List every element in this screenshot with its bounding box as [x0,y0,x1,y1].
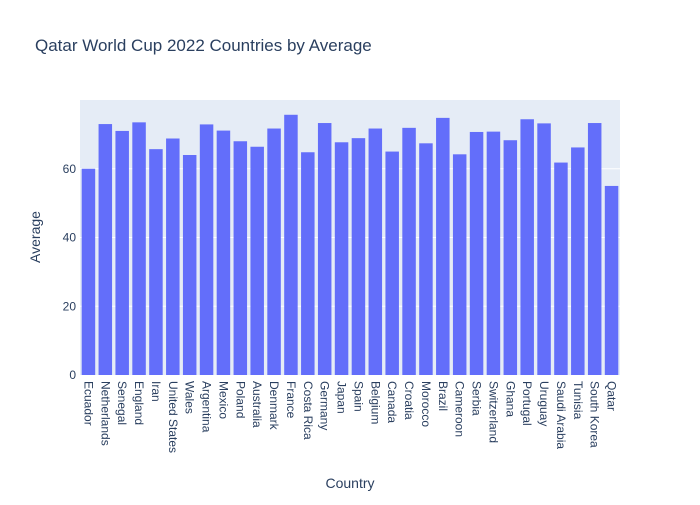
bar-japan[interactable] [334,142,349,375]
x-tick-label: Japan [335,381,349,414]
bar-england[interactable] [132,122,146,375]
bar-portugal[interactable] [520,119,534,375]
bar-united-states[interactable] [166,138,180,376]
bars [81,114,619,376]
bar-senegal[interactable] [115,130,129,375]
bar-wales[interactable] [182,155,197,375]
x-tick-label: Uruguay [537,381,551,426]
x-tick-label: Portugal [520,381,534,426]
x-tick-label: Spain [351,381,365,412]
bar-ecuador[interactable] [81,168,96,375]
bar-costa-rica[interactable] [301,152,315,375]
bar-iran[interactable] [149,149,163,375]
x-tick-label: England [132,381,146,425]
bar-denmark[interactable] [267,128,281,375]
x-tick-label: Iran [149,381,163,402]
y-tick-label: 0 [69,368,76,382]
x-tick-label: Belgium [368,381,382,424]
x-tick-label: Argentina [200,381,214,433]
x-tick-label: Australia [250,381,264,428]
x-tick-labels: Ecuador Netherlands Senegal England Iran Unit… [81,381,618,453]
bar-switzerland[interactable] [486,131,501,375]
bar-south-korea[interactable] [587,123,602,375]
chart-title: Qatar World Cup 2022 Countries by Averag… [35,36,372,55]
bar-spain[interactable] [351,138,366,375]
x-tick-label: Croatia [402,381,416,420]
x-tick-label: Switzerland [486,381,500,443]
x-tick-label: Wales [183,381,197,414]
y-tick-labels: 0 20 40 60 [63,162,77,382]
x-tick-label: Costa Rica [301,381,315,440]
bar-belgium[interactable] [368,128,383,375]
bar-poland[interactable] [233,141,248,375]
y-tick-label: 20 [63,299,77,313]
x-tick-label: Cameroon [453,381,467,437]
x-tick-label: United States [166,381,180,453]
x-tick-label: France [284,381,298,419]
bar-ghana[interactable] [503,140,518,375]
bar-cameroon[interactable] [452,154,467,375]
bar-croatia[interactable] [402,127,416,375]
x-tick-label: Serbia [470,381,484,416]
bar-france[interactable] [284,114,298,375]
x-tick-label: Ghana [503,381,517,417]
bar-canada[interactable] [385,151,399,375]
bar-tunisia[interactable] [571,147,585,375]
bar-morocco[interactable] [419,143,433,375]
bar-uruguay[interactable] [537,123,551,375]
bar-serbia[interactable] [469,131,484,375]
x-axis-title: Country [325,475,374,491]
x-tick-label: Germany [318,381,332,430]
x-tick-label: Qatar [605,381,619,411]
x-tick-label: Morocco [419,381,433,427]
bar-qatar[interactable] [604,185,619,375]
x-tick-label: Canada [385,381,399,423]
x-tick-label: Tunisia [571,381,585,420]
x-tick-label: Poland [233,381,247,418]
x-tick-label: Brazil [436,381,450,411]
x-tick-label: Denmark [267,381,281,431]
bar-mexico[interactable] [216,130,231,375]
bar-argentina[interactable] [199,124,214,375]
bar-australia[interactable] [250,146,264,375]
x-tick-label: Mexico [216,381,230,419]
x-tick-label: Ecuador [81,381,95,426]
y-tick-label: 40 [63,231,77,245]
x-tick-label: Senegal [115,381,129,425]
bar-netherlands[interactable] [98,124,113,375]
x-tick-label: Saudi Arabia [554,381,568,449]
x-tick-label: Netherlands [98,381,112,446]
bar-saudi-arabia[interactable] [554,162,568,375]
bar-germany[interactable] [317,123,332,375]
y-axis-title: Average [27,211,43,263]
bar-brazil[interactable] [436,117,450,375]
y-tick-label: 60 [63,162,77,176]
x-tick-label: South Korea [588,381,602,448]
